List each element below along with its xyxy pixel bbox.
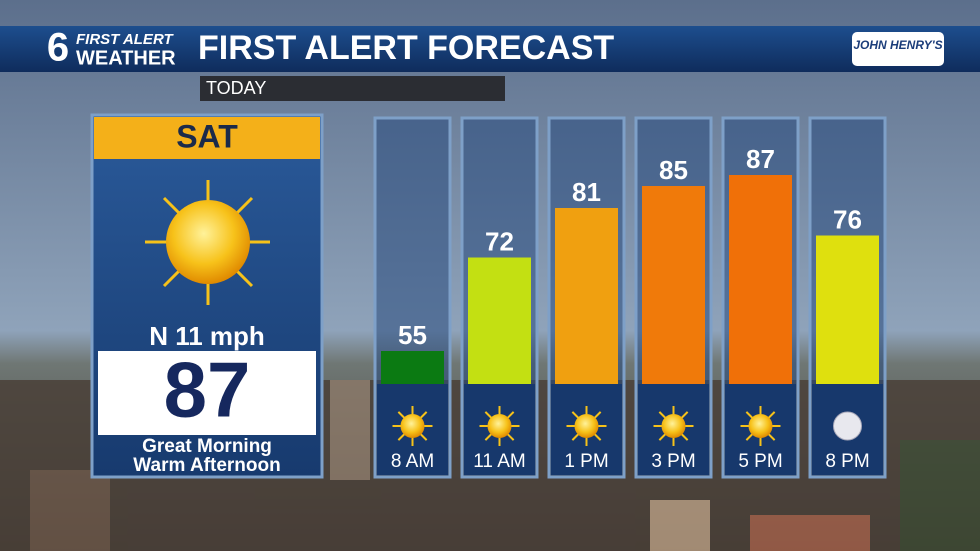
- subtitle: TODAY: [206, 78, 266, 98]
- description: Great Morning: [142, 436, 272, 457]
- sun-icon: [479, 406, 520, 446]
- sun-icon: [566, 406, 607, 446]
- time-label: 8 PM: [825, 451, 869, 472]
- high-box: [98, 351, 316, 435]
- day: SAT: [176, 118, 238, 154]
- value-label: 55: [398, 320, 427, 350]
- sponsor: JOHN HENRY'S: [853, 38, 942, 52]
- sun-disc: [748, 414, 773, 438]
- value-label: 76: [833, 204, 862, 234]
- sun-disc: [661, 414, 686, 438]
- time-label: 5 PM: [738, 451, 782, 472]
- value-label: 85: [659, 155, 688, 185]
- time-label: 11 AM: [473, 451, 525, 472]
- time-label: 3 PM: [651, 451, 695, 472]
- time-label: 8 AM: [391, 451, 434, 472]
- value-label: 87: [746, 144, 775, 174]
- high-temp: 87: [164, 346, 251, 434]
- sun-disc: [574, 414, 599, 438]
- description: Warm Afternoon: [133, 455, 280, 476]
- moon-icon: [833, 411, 862, 441]
- sun-icon: [740, 406, 781, 446]
- sun-icon: [653, 406, 694, 446]
- sun-disc: [400, 414, 425, 438]
- wind: N 11 mph: [149, 321, 265, 351]
- bar: [729, 175, 792, 384]
- logo-line: FIRST ALERT: [76, 31, 175, 48]
- sun-icon: [392, 406, 433, 446]
- bar: [816, 235, 879, 384]
- subtitle-bar: [200, 76, 505, 101]
- value-label: 72: [485, 226, 514, 256]
- sponsor-badge: [852, 32, 944, 66]
- header-bar: [0, 26, 980, 72]
- logo-line: WEATHER: [76, 47, 176, 69]
- sun-disc: [487, 414, 512, 438]
- bar: [468, 257, 531, 384]
- value-label: 81: [572, 177, 601, 207]
- title: FIRST ALERT FORECAST: [198, 29, 614, 67]
- bar: [642, 186, 705, 384]
- bar: [555, 208, 618, 384]
- sun-icon: [145, 180, 270, 305]
- day-header: [94, 117, 320, 159]
- time-label: 1 PM: [564, 451, 608, 472]
- logo-number: 6: [47, 26, 69, 70]
- bar: [381, 351, 444, 384]
